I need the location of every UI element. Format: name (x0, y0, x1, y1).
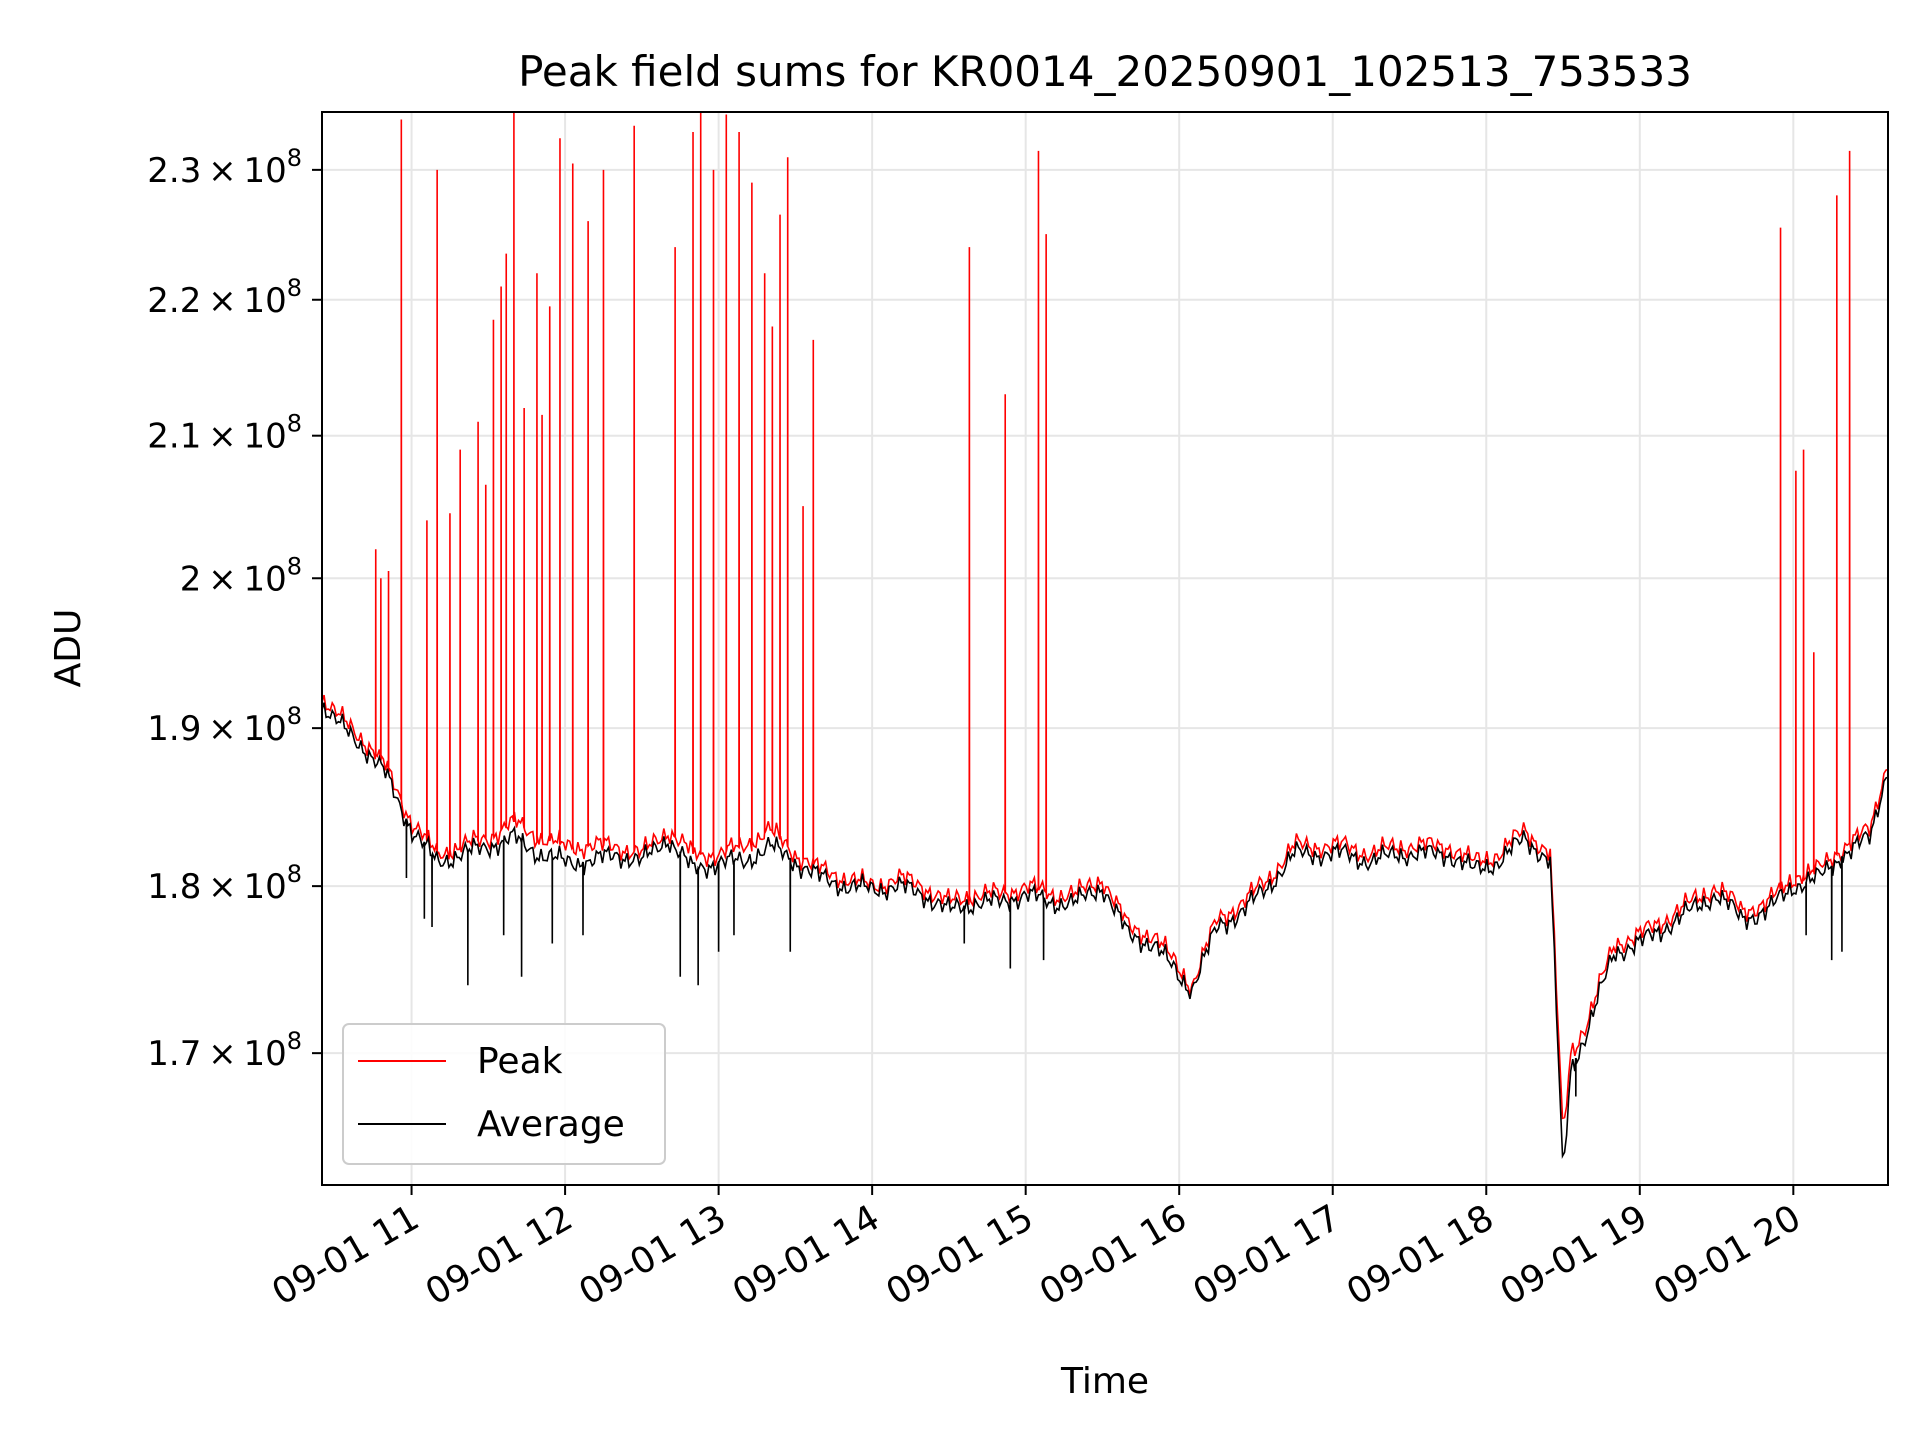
y-tick-label: 1.7 × 108 (147, 1027, 302, 1074)
legend-label-average: Average (477, 1104, 625, 1145)
chart-title: Peak field sums for KR0014_20250901_1025… (518, 47, 1692, 96)
y-tick-label: 1.9 × 108 (147, 702, 302, 749)
y-tick-label: 1.8 × 108 (147, 860, 302, 907)
plot-frame (321, 111, 1889, 1186)
y-axis-label: ADU (48, 609, 89, 688)
legend-box (342, 1023, 666, 1165)
legend: Peak Average (342, 1023, 666, 1165)
legend-label-peak: Peak (477, 1041, 563, 1082)
series-line-peak (322, 112, 1888, 1120)
series-layer (322, 112, 1888, 1159)
y-tick-label: 2 × 108 (180, 552, 302, 599)
grid (322, 112, 1888, 1185)
y-tick-label: 2.3 × 108 (147, 144, 302, 191)
y-tick-label: 2.1 × 108 (147, 410, 302, 457)
series-line-average (322, 702, 1888, 1159)
y-tick-label: 2.2 × 108 (147, 274, 302, 321)
x-axis-label: Time (1060, 1361, 1149, 1402)
y-ticks: 1.7 × 108 1.8 × 108 1.9 × 108 2 × 108 2.1 × … (147, 144, 322, 1074)
